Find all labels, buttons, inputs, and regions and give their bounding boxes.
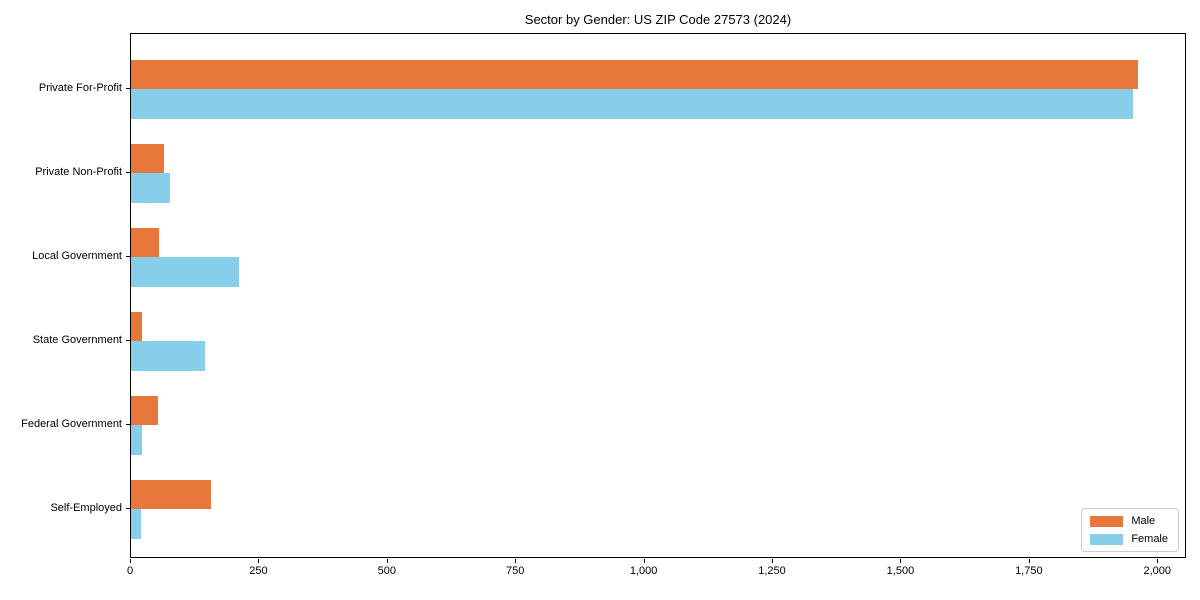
x-axis-label: 500 bbox=[377, 565, 396, 577]
x-axis-label: 1,500 bbox=[886, 565, 915, 577]
bar-female-3 bbox=[131, 257, 239, 287]
x-tick-mark bbox=[1028, 559, 1030, 563]
x-axis-label: 750 bbox=[506, 565, 525, 577]
bar-male-6 bbox=[131, 479, 211, 509]
x-axis-label: 250 bbox=[249, 565, 268, 577]
bar-female-6 bbox=[131, 509, 142, 539]
x-tick-mark bbox=[772, 559, 774, 563]
y-tick-mark bbox=[126, 88, 130, 89]
legend-entry-male: Male bbox=[1090, 515, 1168, 527]
y-tick-mark bbox=[126, 508, 130, 509]
chart-title: Sector by Gender: US ZIP Code 27573 (202… bbox=[524, 12, 792, 27]
y-tick-mark bbox=[126, 172, 130, 173]
male-swatch-icon bbox=[1090, 515, 1124, 527]
legend-entry-female: Female bbox=[1090, 533, 1168, 545]
bar-male-2 bbox=[131, 143, 165, 173]
y-tick-mark bbox=[126, 340, 130, 341]
legend-label-male: Male bbox=[1131, 515, 1156, 527]
x-tick-mark bbox=[515, 559, 517, 563]
x-axis-label: 1,000 bbox=[629, 565, 658, 577]
legend-label-female: Female bbox=[1131, 533, 1168, 545]
bar-female-4 bbox=[131, 341, 206, 371]
x-tick-mark bbox=[130, 559, 131, 563]
bar-male-5 bbox=[131, 395, 158, 425]
bar-female-2 bbox=[131, 173, 170, 203]
x-tick-mark bbox=[1157, 559, 1159, 563]
female-swatch-icon bbox=[1090, 533, 1124, 545]
y-tick-mark bbox=[126, 256, 130, 257]
bar-male-4 bbox=[131, 311, 143, 341]
x-tick-mark bbox=[258, 559, 260, 563]
y-axis-label: Local Government bbox=[32, 250, 122, 262]
x-tick-mark bbox=[900, 559, 902, 563]
bar-female-1 bbox=[131, 89, 1133, 119]
x-tick-mark bbox=[643, 559, 645, 563]
y-axis-label: Private For-Profit bbox=[38, 82, 122, 94]
plot-area: Male Female bbox=[130, 33, 1186, 558]
bar-male-3 bbox=[131, 227, 160, 257]
y-tick-mark bbox=[126, 424, 130, 425]
x-axis-label: 1,750 bbox=[1015, 565, 1043, 577]
y-axis-label: Federal Government bbox=[21, 418, 122, 430]
x-axis-label: 1,250 bbox=[758, 565, 786, 577]
bar-female-5 bbox=[131, 425, 143, 455]
y-axis-label: Self-Employed bbox=[50, 502, 122, 514]
bar-male-1 bbox=[131, 59, 1138, 89]
y-axis-label: Private Non-Profit bbox=[35, 166, 122, 178]
x-tick-mark bbox=[386, 559, 388, 563]
legend: Male Female bbox=[1081, 508, 1179, 552]
x-axis-label: 2,000 bbox=[1143, 565, 1171, 577]
y-axis-label: State Government bbox=[32, 334, 122, 346]
x-axis-label: 0 bbox=[126, 565, 134, 577]
